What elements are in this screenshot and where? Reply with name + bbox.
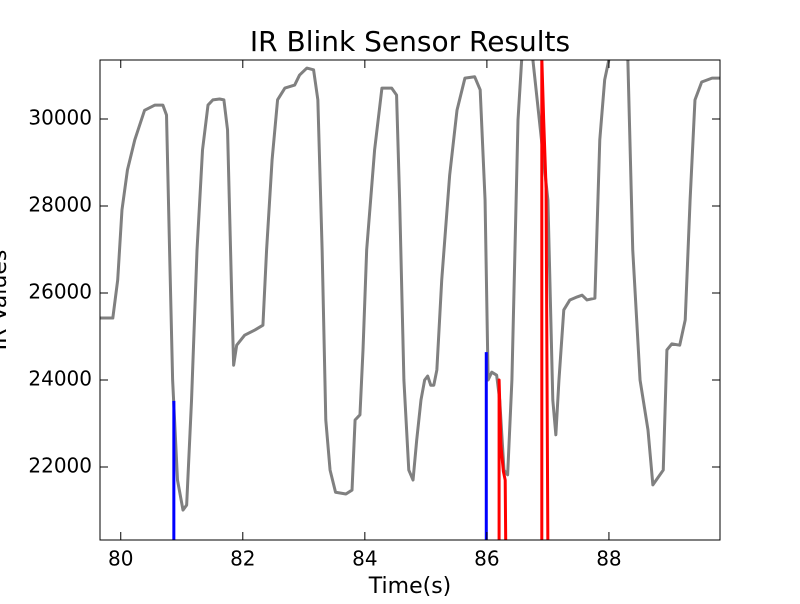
x-tick-label: 84 bbox=[352, 547, 377, 571]
chart-title: IR Blink Sensor Results bbox=[250, 25, 570, 58]
data-line bbox=[497, 60, 550, 540]
y-tick-label: 24000 bbox=[28, 367, 92, 391]
x-tick-label: 80 bbox=[108, 547, 133, 571]
y-tick-label: 30000 bbox=[28, 105, 92, 129]
x-tick-label: 86 bbox=[474, 547, 499, 571]
plot-area bbox=[100, 60, 720, 540]
y-tick-label: 28000 bbox=[28, 192, 92, 216]
y-axis-label: IR Values bbox=[0, 250, 12, 351]
x-tick-label: 88 bbox=[596, 547, 621, 571]
x-axis-label: Time(s) bbox=[368, 574, 451, 599]
x-tick-label: 82 bbox=[230, 547, 255, 571]
axes-frame bbox=[99, 59, 721, 541]
y-tick-label: 26000 bbox=[28, 279, 92, 303]
y-tick-label: 22000 bbox=[28, 454, 92, 478]
data-line bbox=[100, 60, 720, 512]
data-line bbox=[172, 352, 488, 540]
